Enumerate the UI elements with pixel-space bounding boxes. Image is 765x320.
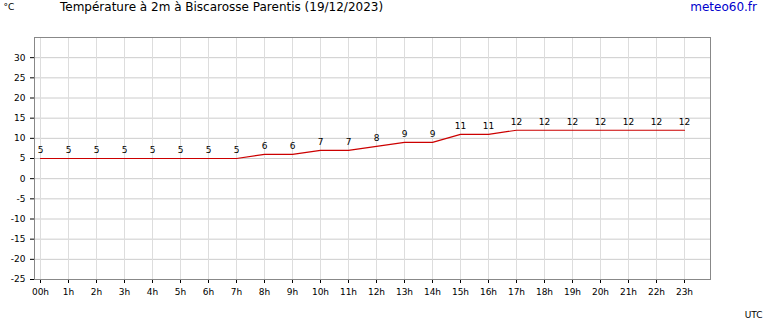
- svg-text:5: 5: [94, 145, 100, 155]
- svg-text:10h: 10h: [312, 287, 329, 297]
- svg-text:17h: 17h: [508, 287, 525, 297]
- svg-text:7h: 7h: [231, 287, 242, 297]
- svg-text:UTC: UTC: [745, 310, 763, 320]
- svg-text:5: 5: [206, 145, 212, 155]
- svg-text:5h: 5h: [175, 287, 186, 297]
- svg-text:5: 5: [178, 145, 184, 155]
- svg-text:-15: -15: [11, 234, 26, 244]
- svg-text:-25: -25: [11, 274, 26, 284]
- svg-text:20h: 20h: [592, 287, 609, 297]
- svg-text:11: 11: [483, 121, 494, 131]
- svg-text:12: 12: [595, 117, 606, 127]
- svg-text:1h: 1h: [63, 287, 74, 297]
- svg-text:15h: 15h: [452, 287, 469, 297]
- svg-text:5: 5: [20, 153, 26, 163]
- svg-text:25: 25: [14, 73, 25, 83]
- svg-text:22h: 22h: [648, 287, 665, 297]
- svg-text:7: 7: [318, 137, 324, 147]
- svg-text:16h: 16h: [480, 287, 497, 297]
- svg-text:8h: 8h: [259, 287, 270, 297]
- svg-text:5: 5: [38, 145, 44, 155]
- svg-text:00h: 00h: [32, 287, 49, 297]
- svg-text:18h: 18h: [536, 287, 553, 297]
- svg-text:-5: -5: [17, 194, 26, 204]
- svg-text:12: 12: [511, 117, 522, 127]
- html-text:meteo60.fr: meteo60.fr: [690, 0, 757, 14]
- svg-text:2h: 2h: [91, 287, 102, 297]
- html-text:Température à 2m à Biscarosse: Température à 2m à Biscarosse Parentis (…: [60, 0, 384, 14]
- svg-text:21h: 21h: [620, 287, 637, 297]
- svg-text:-10: -10: [11, 214, 26, 224]
- svg-text:0: 0: [20, 174, 26, 184]
- svg-text:9: 9: [430, 129, 436, 139]
- svg-text:5: 5: [66, 145, 72, 155]
- svg-text:°C: °C: [4, 2, 15, 12]
- svg-text:12: 12: [679, 117, 690, 127]
- svg-text:30: 30: [14, 53, 26, 63]
- svg-text:8: 8: [374, 133, 380, 143]
- svg-text:13h: 13h: [396, 287, 413, 297]
- svg-text:12: 12: [623, 117, 634, 127]
- svg-text:19h: 19h: [564, 287, 581, 297]
- svg-text:11: 11: [455, 121, 466, 131]
- svg-text:12: 12: [567, 117, 578, 127]
- svg-text:12: 12: [651, 117, 662, 127]
- svg-text:3h: 3h: [119, 287, 130, 297]
- svg-text:6h: 6h: [203, 287, 214, 297]
- svg-text:12h: 12h: [368, 287, 385, 297]
- svg-text:11h: 11h: [340, 287, 357, 297]
- svg-text:6: 6: [290, 141, 296, 151]
- svg-text:5: 5: [234, 145, 240, 155]
- svg-text:12: 12: [539, 117, 550, 127]
- svg-text:23h: 23h: [676, 287, 693, 297]
- svg-text:10: 10: [14, 133, 26, 143]
- svg-text:9: 9: [402, 129, 408, 139]
- svg-text:7: 7: [346, 137, 352, 147]
- svg-text:4h: 4h: [147, 287, 158, 297]
- svg-text:5: 5: [122, 145, 128, 155]
- svg-text:14h: 14h: [424, 287, 441, 297]
- svg-text:9h: 9h: [287, 287, 298, 297]
- svg-text:5: 5: [150, 145, 156, 155]
- svg-text:6: 6: [262, 141, 268, 151]
- svg-text:20: 20: [14, 93, 26, 103]
- svg-text:15: 15: [14, 113, 25, 123]
- svg-text:-20: -20: [11, 254, 26, 264]
